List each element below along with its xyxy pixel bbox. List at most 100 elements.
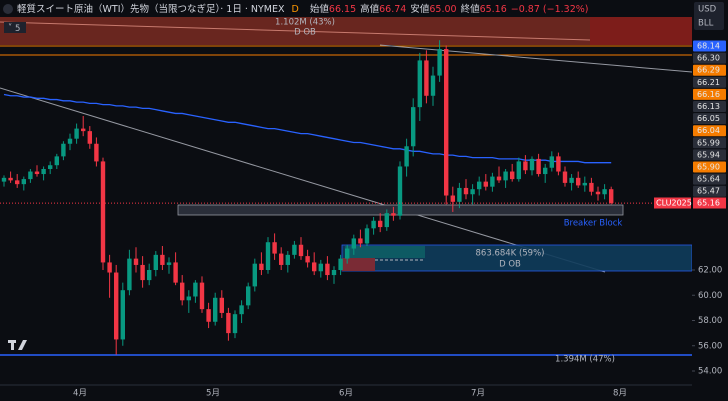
current-price-bg [693, 197, 726, 209]
moving-average [3, 93, 612, 164]
indicator[interactable]: ˅ 5 [8, 24, 20, 34]
candle-body [166, 262, 172, 265]
candle-body [463, 187, 469, 195]
candle-body [483, 181, 488, 187]
candle-body [74, 128, 79, 139]
candle-body [285, 254, 290, 265]
candle-body [114, 272, 119, 340]
candle-body [411, 107, 416, 147]
candle-body [351, 238, 356, 249]
candle-body [160, 254, 165, 265]
x-tick-label: 5月 [206, 389, 220, 399]
y-tick-label: 60.00 [698, 291, 722, 301]
candle-body [107, 262, 112, 273]
x-tick-label: 4月 [73, 389, 87, 399]
candle-body [252, 263, 257, 287]
tv-logo [8, 340, 27, 350]
candle-body [470, 189, 475, 195]
candle-body [529, 158, 535, 171]
candle-body [543, 167, 548, 175]
candle-body [562, 171, 568, 183]
candle-body [430, 75, 436, 96]
candle-body [232, 314, 238, 334]
order-block-bottom-teal [345, 246, 425, 258]
x-tick-label: 6月 [339, 389, 353, 399]
price-label: 68.14 [697, 42, 720, 51]
y-tick-label: 56.00 [698, 341, 722, 351]
ohlc-label: 安値 [410, 3, 430, 15]
candle-body [444, 49, 449, 196]
candle-body [490, 176, 495, 187]
annotation: Breaker Block [564, 219, 623, 229]
candle-body [41, 169, 46, 175]
ohlc-value: 66.15 [329, 4, 356, 15]
currency-box[interactable] [694, 2, 724, 30]
candle-body [140, 264, 145, 281]
ohlc-label: 高値 [360, 3, 380, 15]
candle-body [87, 131, 92, 144]
candle-body [358, 238, 363, 244]
candle-body [371, 220, 376, 229]
candle-body [206, 309, 211, 322]
candle-body [477, 181, 482, 190]
candle-body [54, 156, 59, 166]
annotation: 1.394M (47%) [555, 355, 615, 365]
price-label-bg [693, 40, 726, 52]
y-tick-label: 58.00 [698, 316, 722, 326]
trend-line [379, 44, 692, 73]
annotation: 1.102M (43%) [275, 18, 335, 28]
candle-body [147, 270, 152, 281]
candle-body [338, 258, 343, 270]
price-label-bg [693, 137, 726, 149]
candle-body [450, 195, 455, 202]
candle-body [523, 161, 528, 171]
candle-body [305, 256, 310, 263]
candle-body [503, 171, 508, 181]
candle-body [67, 138, 73, 144]
trend-line [0, 87, 606, 273]
candle-body [1, 177, 7, 182]
candle-body [576, 177, 581, 186]
candle-body [556, 156, 561, 172]
candle-body [34, 171, 40, 175]
candle-body [8, 177, 13, 181]
candle-body [48, 165, 53, 169]
y-tick-label: 54.00 [698, 367, 722, 377]
ohlc-label: 始値 [310, 3, 330, 15]
candle-body [345, 248, 350, 259]
candle-body [94, 143, 99, 162]
candle-body [120, 290, 125, 340]
price-label: 66.21 [697, 78, 720, 87]
price-label: 65.64 [697, 175, 720, 184]
price-label: 65.47 [697, 187, 720, 196]
candle-body [272, 242, 277, 254]
candle-body [173, 262, 178, 283]
annotation: D OB [294, 28, 316, 38]
price-label: 66.16 [697, 90, 720, 99]
candle-body [457, 187, 462, 202]
candle-body [589, 182, 594, 192]
symbol-icon [3, 4, 13, 14]
indicator-box[interactable] [4, 22, 26, 33]
ohlc-label: 終値 [461, 3, 481, 15]
candle-body [437, 49, 442, 76]
candle-body [246, 286, 251, 306]
candle-body [549, 156, 554, 168]
price-label-bg [693, 173, 726, 185]
currency: USD [698, 5, 717, 15]
candle-body [61, 143, 66, 157]
candle-body [312, 262, 317, 272]
price-label-bg [693, 149, 726, 161]
candle-body [404, 146, 409, 167]
candle-body [384, 213, 389, 228]
candle-body [213, 297, 218, 322]
candle-body [259, 263, 264, 270]
candle-body [186, 296, 191, 301]
candle-body [510, 171, 515, 180]
candle-body [180, 282, 185, 301]
price-label: 66.05 [697, 114, 720, 123]
price-label-bg [693, 52, 726, 64]
candle-body [582, 182, 587, 186]
change: −0.87 (−1.32%) [511, 4, 589, 15]
